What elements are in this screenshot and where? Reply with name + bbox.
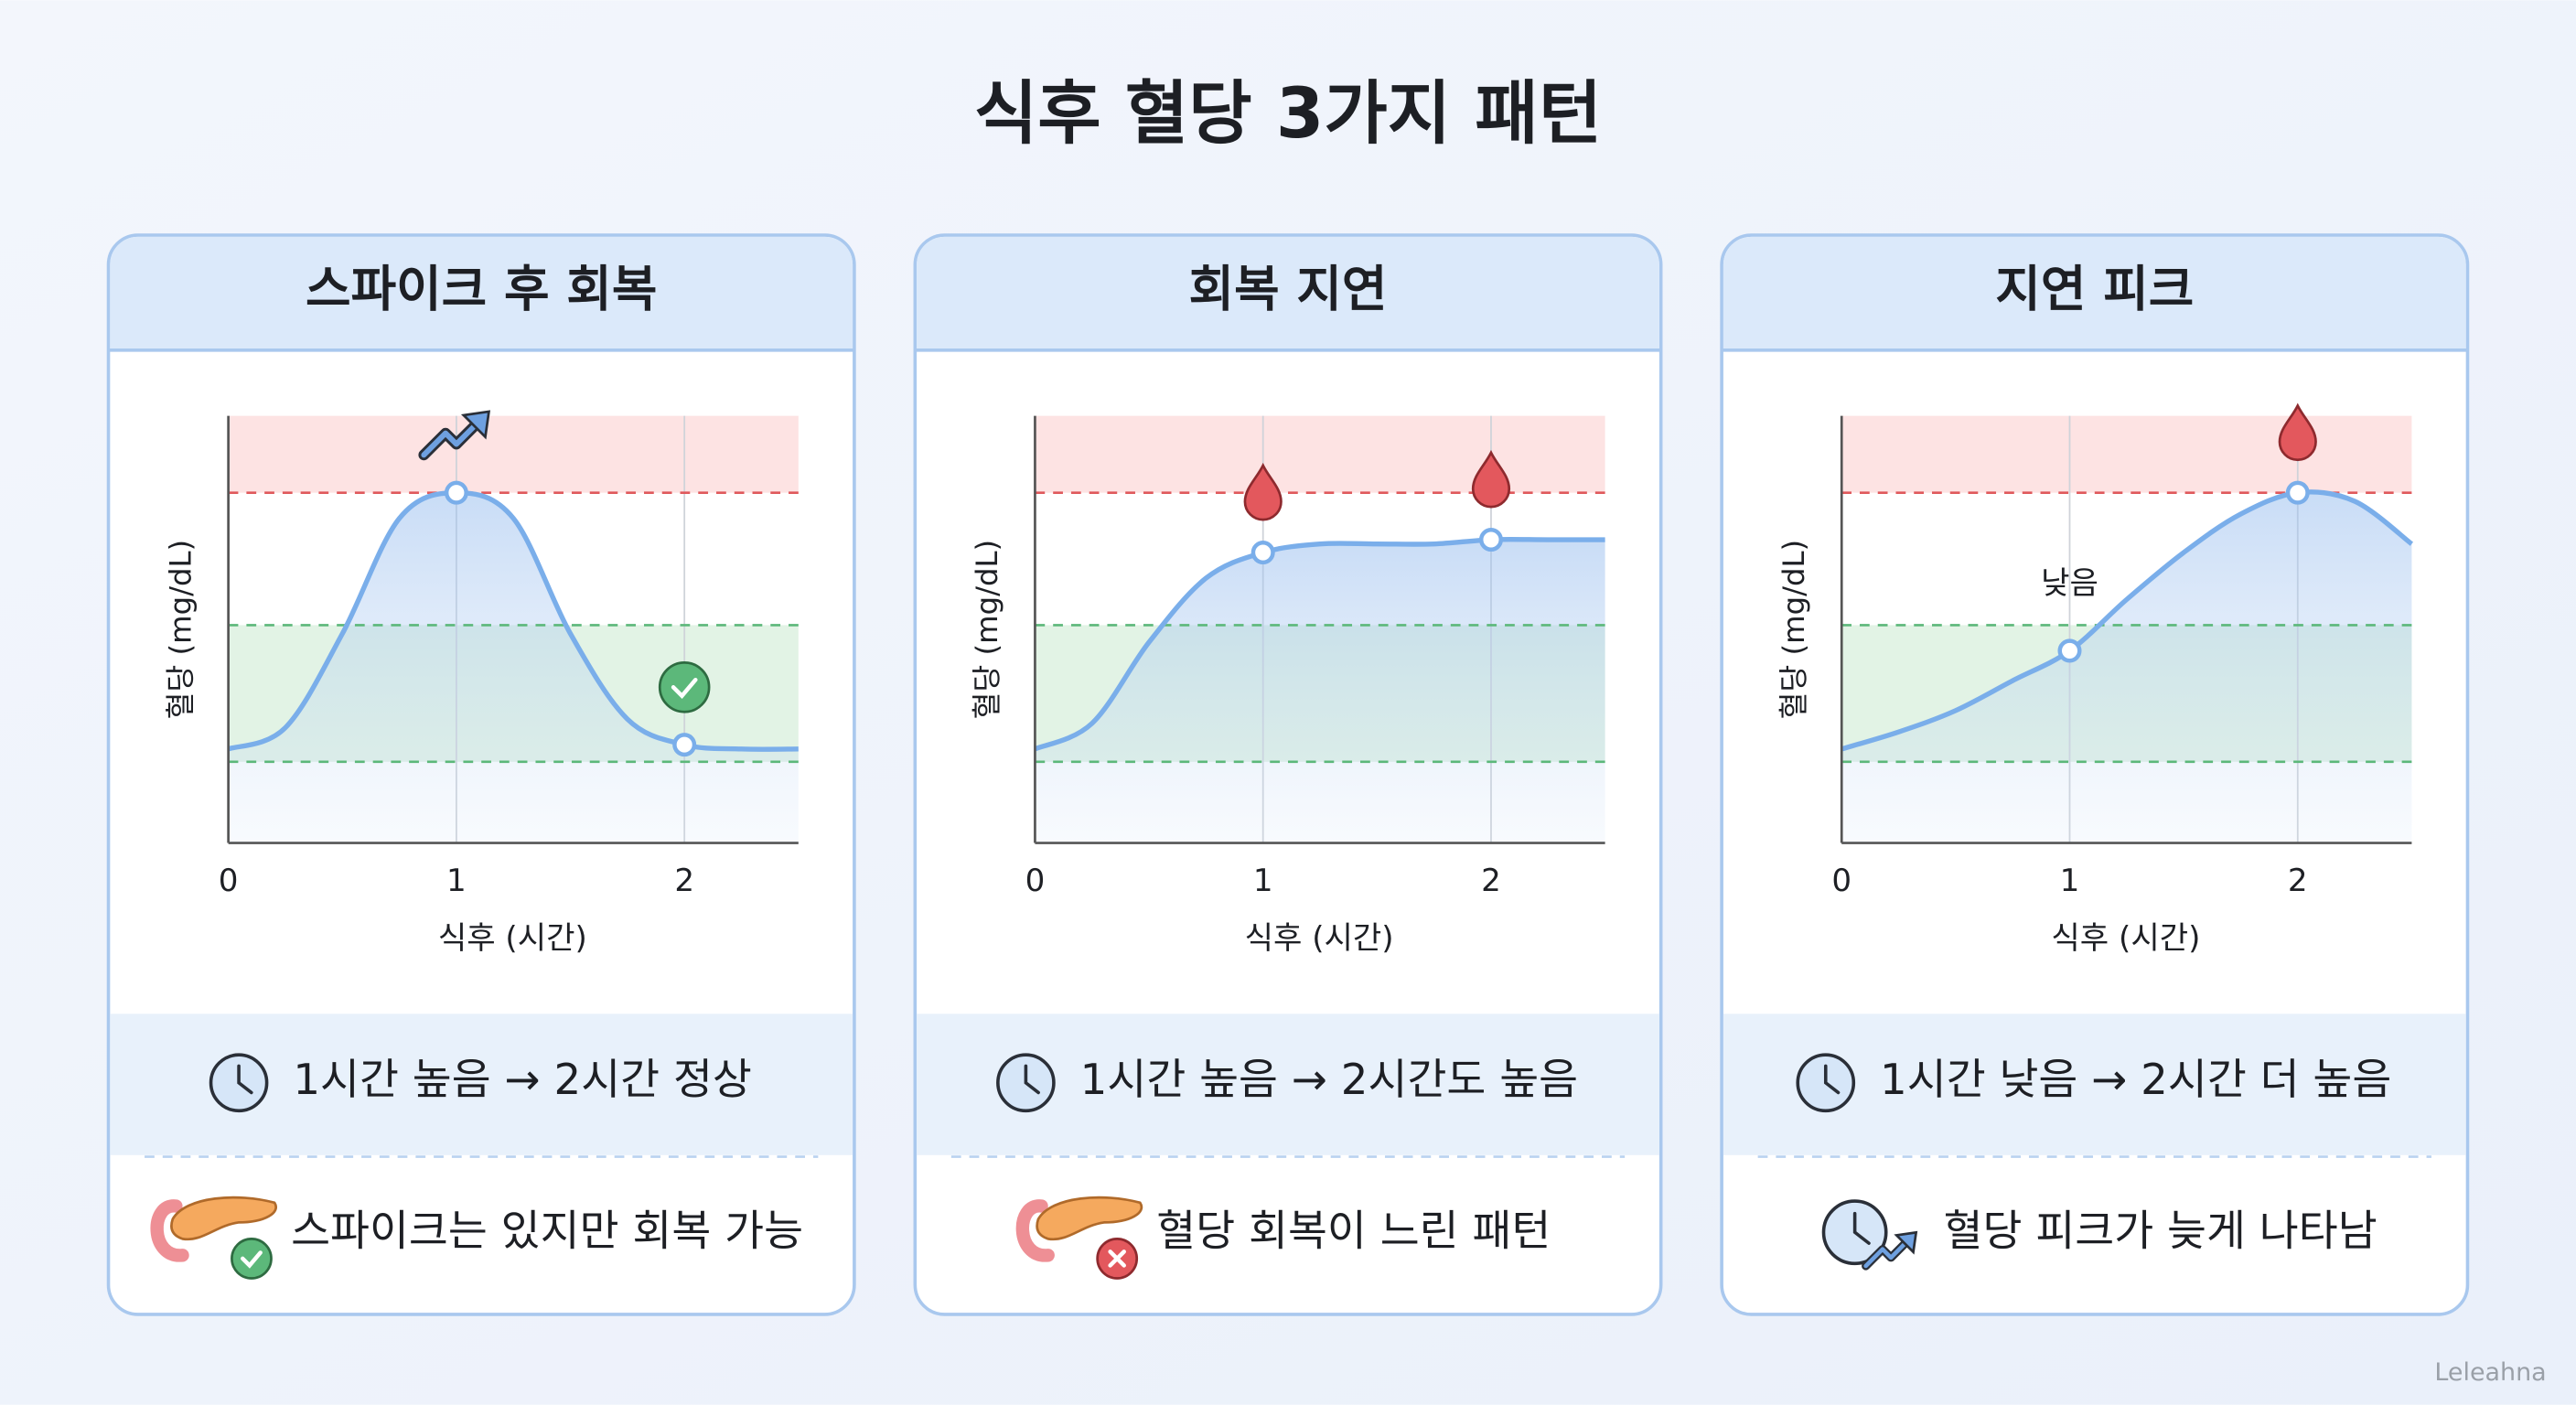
x-tick-label: 2 — [674, 863, 694, 899]
verdict-text: 스파이크는 있지만 회복 가능 — [291, 1207, 803, 1256]
droplet-icon — [1243, 462, 1283, 521]
card-title: 회복 지연 — [1189, 261, 1388, 318]
line — [1841, 489, 2414, 752]
annotation: 낮음 — [2041, 565, 2098, 602]
trend-arrow-inner — [1863, 1239, 1910, 1269]
point-marker — [444, 480, 468, 505]
x-tick-label: 1 — [1253, 863, 1273, 899]
x-tick-label: 2 — [2288, 863, 2308, 899]
x-axis-label: 식후 (시간) — [1245, 920, 1394, 957]
point-marker — [2285, 480, 2310, 505]
area-fill — [1035, 539, 1605, 843]
droplet-icon — [2278, 402, 2317, 462]
x-tick-label: 0 — [1831, 863, 1852, 899]
check-mark — [241, 1250, 263, 1269]
x-axis-label: 식후 (시간) — [438, 920, 587, 957]
card-header — [917, 236, 1659, 350]
check-icon — [658, 661, 711, 713]
x-tick-label: 1 — [2060, 863, 2080, 899]
pancreas-duodenum — [1015, 1199, 1055, 1262]
watermark: Leleahna — [2434, 1358, 2546, 1387]
x-tick-label: 2 — [1481, 863, 1501, 899]
clock-hands — [237, 1064, 253, 1095]
trend-arrow-head — [1894, 1230, 1918, 1255]
high-zone — [228, 415, 799, 493]
point-marker — [1250, 541, 1275, 565]
cross-mark — [1108, 1249, 1126, 1268]
pancreas-icon — [170, 1196, 277, 1241]
high-zone — [1841, 415, 2412, 493]
area-fill — [1841, 491, 2412, 843]
x-tick-label: 1 — [446, 863, 467, 899]
card: 스파이크 후 회복 0 1 2 혈당 (mg/dL) 식후 (시간) 1시간 높음 → 2시… — [106, 233, 856, 1316]
card-header — [1723, 236, 2466, 350]
verdict-text: 혈당 피크가 늦게 나타남 — [1944, 1207, 2377, 1256]
page-title: 식후 혈당 3가지 패턴 — [974, 73, 1602, 154]
clock-hands — [1823, 1064, 1841, 1095]
summary-text: 1시간 높음 → 2시간도 높음 — [1080, 1056, 1578, 1105]
point-marker — [1478, 528, 1503, 552]
card-title: 스파이크 후 회복 — [306, 261, 657, 318]
check-mark — [671, 677, 698, 700]
verdict-text: 혈당 회복이 느린 패턴 — [1156, 1207, 1551, 1256]
x-tick-label: 0 — [1025, 863, 1046, 899]
droplet-icon — [1471, 449, 1511, 509]
summary-text: 1시간 낮음 → 2시간 더 높음 — [1880, 1056, 2391, 1105]
clock-hands — [1852, 1211, 1871, 1245]
check-icon — [231, 1238, 273, 1280]
clock-hands — [1024, 1064, 1040, 1095]
pancreas-duodenum — [150, 1199, 189, 1262]
card-title: 지연 피크 — [1995, 261, 2194, 318]
card: 회복 지연 0 1 2 혈당 (mg/dL) 식후 (시간) 1시간 높음 → 2시간도 높… — [913, 233, 1663, 1316]
card-header — [110, 236, 853, 350]
trend-arrow-inner — [421, 419, 481, 458]
pancreas-icon — [1036, 1196, 1143, 1241]
x-tick-label: 0 — [219, 863, 239, 899]
y-axis-label: 혈당 (mg/dL) — [1776, 540, 1811, 719]
trend-arrow-head — [460, 410, 491, 440]
point-marker — [2057, 638, 2082, 663]
summary-text: 1시간 높음 → 2시간 정상 — [293, 1056, 752, 1105]
x-axis-label: 식후 (시간) — [2051, 920, 2200, 957]
y-axis-label: 혈당 (mg/dL) — [970, 540, 1004, 719]
card: 지연 피크 0 1 2 혈당 (mg/dL) 식후 (시간) 낮음 1시간 낮음 → 2시간 … — [1720, 233, 2470, 1316]
high-zone — [1035, 415, 1605, 493]
y-axis-label: 혈당 (mg/dL) — [163, 540, 198, 719]
point-marker — [672, 733, 697, 757]
area-fill — [228, 492, 799, 843]
